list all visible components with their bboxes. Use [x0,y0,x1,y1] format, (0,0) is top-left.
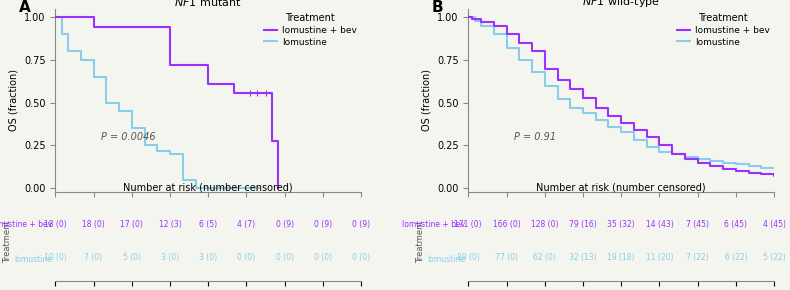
Text: 0 (0): 0 (0) [238,253,255,262]
Y-axis label: OS (fraction): OS (fraction) [9,69,18,131]
Text: 0 (0): 0 (0) [276,253,294,262]
Text: 7 (22): 7 (22) [687,253,709,262]
Title: $\it{NF1}$ wild-type: $\it{NF1}$ wild-type [582,0,660,9]
Text: 7 (45): 7 (45) [687,220,709,229]
Text: 18 (0): 18 (0) [44,220,66,229]
Text: 6 (45): 6 (45) [724,220,747,229]
Text: 19 (18): 19 (18) [608,253,635,262]
Text: 0 (0): 0 (0) [352,253,371,262]
Text: 10 (0): 10 (0) [44,253,66,262]
Text: 32 (13): 32 (13) [569,253,596,262]
Text: 5 (22): 5 (22) [763,253,785,262]
Text: 6 (22): 6 (22) [724,253,747,262]
Text: 6 (5): 6 (5) [199,220,217,229]
Text: 166 (0): 166 (0) [493,220,521,229]
Text: lomustine + bev: lomustine + bev [402,220,465,229]
Text: A: A [19,0,30,14]
Text: 3 (0): 3 (0) [161,253,179,262]
Point [250,91,263,95]
Text: 0 (9): 0 (9) [276,220,294,229]
Text: lomustine: lomustine [427,255,465,264]
Text: 5 (0): 5 (0) [122,253,141,262]
Text: 17 (0): 17 (0) [120,220,143,229]
Text: 0 (9): 0 (9) [352,220,371,229]
Text: 11 (20): 11 (20) [645,253,673,262]
Legend: lomustine + bev, lomustine: lomustine + bev, lomustine [264,13,357,47]
Text: P = 0.0046: P = 0.0046 [101,132,156,142]
Text: 14 (43): 14 (43) [645,220,673,229]
Text: 12 (3): 12 (3) [159,220,182,229]
Text: 7 (0): 7 (0) [85,253,103,262]
Text: 4 (7): 4 (7) [238,220,255,229]
Point [259,91,272,95]
Y-axis label: OS (fraction): OS (fraction) [421,69,431,131]
Text: 18 (0): 18 (0) [82,220,105,229]
Text: 3 (0): 3 (0) [199,253,217,262]
Text: 89 (0): 89 (0) [457,253,480,262]
Text: 77 (0): 77 (0) [495,253,518,262]
Text: lomustine: lomustine [14,255,52,264]
Text: 35 (32): 35 (32) [608,220,635,229]
Point [244,91,257,95]
Text: 171 (0): 171 (0) [454,220,482,229]
Text: 79 (16): 79 (16) [569,220,597,229]
Text: Number at risk (number censored): Number at risk (number censored) [536,182,706,193]
Text: 4 (45): 4 (45) [762,220,786,229]
Y-axis label: Treatment: Treatment [3,220,13,263]
Text: 62 (0): 62 (0) [533,253,556,262]
Y-axis label: Treatment: Treatment [416,220,426,263]
Legend: lomustine + bev, lomustine: lomustine + bev, lomustine [677,13,769,47]
Text: Number at risk (number censored): Number at risk (number censored) [123,182,293,193]
Title: $\it{NF1}$ mutant: $\it{NF1}$ mutant [175,0,242,8]
Text: lomustine + bev: lomustine + bev [0,220,52,229]
Text: 0 (9): 0 (9) [314,220,332,229]
Text: 0 (0): 0 (0) [314,253,332,262]
Text: P = 0.91: P = 0.91 [514,132,556,142]
Text: 128 (0): 128 (0) [531,220,559,229]
Text: B: B [431,0,443,14]
